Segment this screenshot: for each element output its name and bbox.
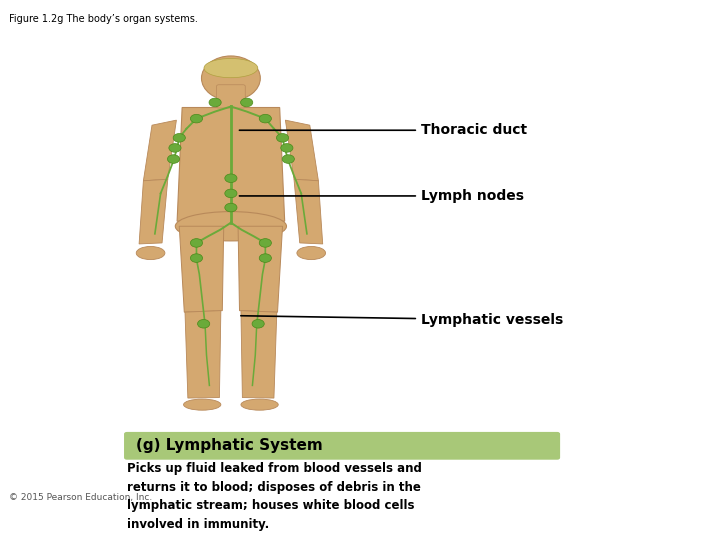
Ellipse shape: [190, 254, 202, 262]
Ellipse shape: [190, 239, 202, 247]
Ellipse shape: [202, 56, 261, 100]
Ellipse shape: [197, 320, 210, 328]
Ellipse shape: [259, 254, 271, 262]
Text: Lymph nodes: Lymph nodes: [240, 189, 524, 203]
Text: © 2015 Pearson Education, Inc.: © 2015 Pearson Education, Inc.: [9, 492, 152, 502]
Ellipse shape: [175, 212, 287, 241]
Ellipse shape: [225, 174, 237, 183]
Ellipse shape: [281, 144, 293, 152]
Polygon shape: [294, 179, 323, 244]
Ellipse shape: [174, 133, 185, 142]
Ellipse shape: [168, 155, 179, 163]
Polygon shape: [238, 226, 282, 312]
Ellipse shape: [169, 144, 181, 152]
Ellipse shape: [184, 399, 221, 410]
Polygon shape: [139, 179, 168, 244]
Polygon shape: [177, 107, 284, 221]
Polygon shape: [185, 310, 221, 398]
Polygon shape: [241, 310, 276, 398]
Ellipse shape: [225, 189, 237, 198]
Text: Thoracic duct: Thoracic duct: [240, 123, 527, 137]
Ellipse shape: [252, 320, 264, 328]
Text: Lymphatic vessels: Lymphatic vessels: [241, 313, 563, 327]
Text: Figure 1.2g The body’s organ systems.: Figure 1.2g The body’s organ systems.: [9, 14, 197, 24]
Ellipse shape: [204, 58, 258, 78]
Ellipse shape: [136, 246, 165, 260]
Ellipse shape: [276, 133, 289, 142]
Ellipse shape: [297, 246, 325, 260]
FancyBboxPatch shape: [124, 432, 560, 460]
FancyBboxPatch shape: [217, 85, 246, 108]
Ellipse shape: [241, 399, 278, 410]
Polygon shape: [179, 226, 224, 312]
Ellipse shape: [209, 98, 221, 107]
Text: Picks up fluid leaked from blood vessels and
returns it to blood; disposes of de: Picks up fluid leaked from blood vessels…: [127, 462, 422, 531]
Ellipse shape: [225, 203, 237, 212]
Polygon shape: [285, 120, 318, 181]
Ellipse shape: [259, 239, 271, 247]
Ellipse shape: [259, 114, 271, 123]
Text: (g) Lymphatic System: (g) Lymphatic System: [136, 438, 323, 453]
Ellipse shape: [282, 155, 294, 163]
Ellipse shape: [190, 114, 202, 123]
Ellipse shape: [240, 98, 253, 107]
Polygon shape: [143, 120, 176, 181]
